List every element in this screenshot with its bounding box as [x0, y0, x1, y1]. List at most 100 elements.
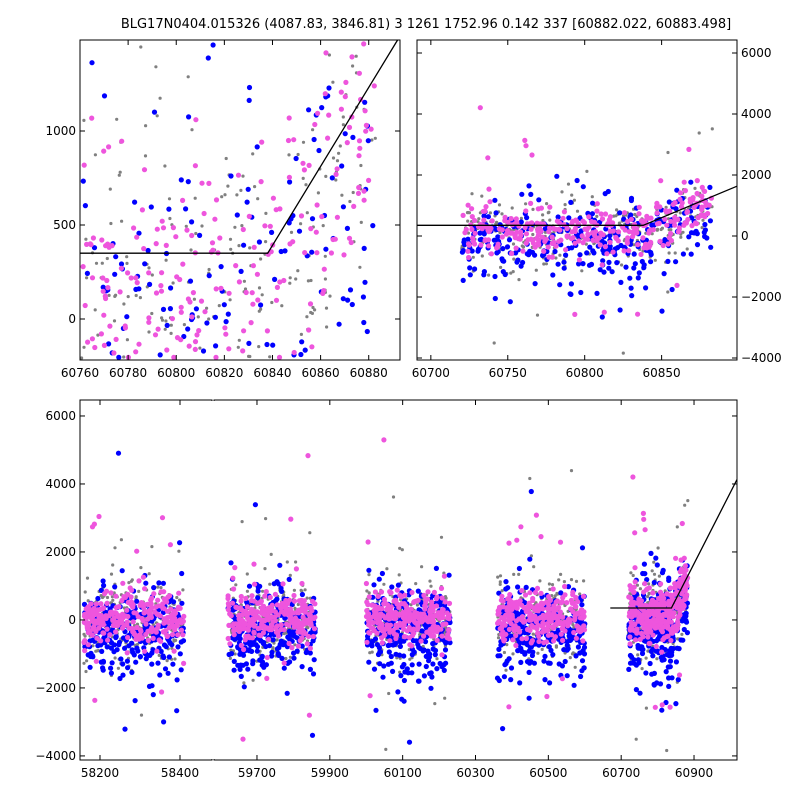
magenta-point [260, 630, 266, 636]
blue-point [492, 273, 498, 280]
gray-point [165, 659, 169, 663]
gray-point [559, 572, 563, 577]
magenta-point [89, 115, 95, 121]
blue-point [708, 244, 714, 250]
magenta-point [576, 238, 582, 244]
blue-point [492, 197, 498, 203]
magenta-point [558, 237, 564, 243]
magenta-point [429, 599, 435, 605]
magenta-point [160, 225, 167, 231]
blue-point [627, 652, 634, 659]
magenta-point [134, 280, 140, 286]
magenta-point [386, 625, 392, 631]
gray-point [502, 650, 506, 655]
blue-point [659, 308, 665, 314]
blue-point [120, 672, 126, 678]
magenta-point [250, 301, 256, 307]
blue-point [524, 215, 530, 221]
blue-point [410, 638, 417, 644]
blue-point [82, 203, 88, 209]
blue-point [151, 109, 158, 115]
gray-point [257, 345, 261, 349]
magenta-point [545, 244, 551, 250]
blue-point [284, 690, 290, 696]
gray-point [85, 576, 90, 580]
blue-point [206, 273, 212, 279]
blue-point [514, 259, 520, 265]
magenta-point [287, 241, 293, 247]
magenta-point [594, 208, 600, 214]
blue-point [311, 136, 317, 143]
magenta-point [534, 235, 540, 241]
blue-point [273, 598, 279, 604]
gray-point [359, 220, 363, 224]
blue-point [430, 646, 436, 652]
magenta-point [272, 618, 278, 624]
magenta-point [306, 612, 312, 618]
magenta-point [305, 453, 311, 459]
magenta-point [441, 573, 447, 579]
data-points [81, 437, 738, 753]
magenta-point [355, 190, 362, 196]
blue-point [404, 666, 410, 672]
blue-point [95, 595, 101, 602]
gray-point [498, 574, 503, 578]
blue-point [286, 220, 292, 226]
magenta-point [485, 155, 491, 161]
magenta-point [425, 589, 431, 595]
gray-point [391, 495, 396, 499]
gray-point [354, 54, 358, 58]
magenta-point [120, 580, 126, 586]
gray-point [548, 218, 552, 222]
blue-point [520, 640, 527, 646]
gray-point [334, 178, 338, 182]
magenta-point [155, 622, 161, 628]
gray-point [285, 560, 289, 564]
magenta-point [654, 200, 660, 206]
magenta-point [528, 226, 534, 232]
gray-point [182, 323, 186, 327]
blue-point [568, 637, 574, 643]
magenta-point [307, 645, 313, 652]
magenta-point [153, 241, 159, 247]
magenta-point [82, 302, 88, 309]
magenta-point [334, 166, 340, 172]
magenta-point [134, 548, 140, 554]
blue-point [628, 197, 635, 204]
gray-point [644, 656, 648, 660]
magenta-point [81, 639, 87, 646]
gray-point [521, 245, 526, 249]
magenta-point [434, 637, 440, 644]
magenta-point [686, 146, 692, 152]
magenta-point [96, 625, 102, 631]
gray-point [107, 293, 111, 297]
blue-point [666, 653, 672, 659]
magenta-point [509, 250, 515, 256]
gray-point [85, 276, 89, 280]
blue-point [150, 647, 156, 653]
blue-point [187, 278, 194, 284]
magenta-point [620, 224, 626, 230]
gray-point [428, 579, 432, 583]
magenta-point [273, 625, 279, 631]
magenta-point [702, 188, 708, 194]
magenta-point [439, 652, 445, 658]
gray-point [505, 643, 509, 647]
blue-point [518, 219, 524, 225]
magenta-point [365, 539, 371, 545]
magenta-point [634, 230, 640, 236]
gray-point [147, 266, 151, 270]
gray-point [160, 318, 165, 322]
magenta-point [698, 213, 704, 219]
gray-point [635, 583, 640, 587]
gray-point [137, 589, 141, 594]
magenta-point [444, 610, 450, 616]
magenta-point [177, 605, 183, 611]
gray-point [517, 572, 521, 577]
blue-point [524, 659, 531, 665]
blue-point [150, 692, 156, 698]
gray-point [554, 256, 558, 260]
gray-point [397, 573, 401, 577]
blue-point [550, 652, 556, 658]
magenta-point [539, 234, 545, 240]
